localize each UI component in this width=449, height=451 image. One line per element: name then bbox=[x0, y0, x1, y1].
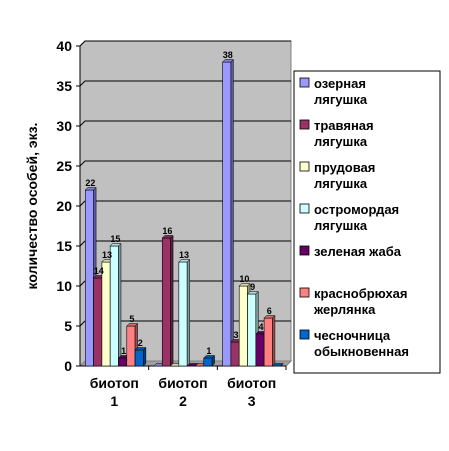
legend-label: чесночница обыкновенная bbox=[314, 328, 409, 359]
y-tick-label: 15 bbox=[56, 238, 72, 254]
legend-swatch bbox=[299, 161, 310, 172]
legend-label: озерная лягушка bbox=[314, 76, 368, 107]
y-axis-label: количество особей, экз. bbox=[24, 123, 40, 290]
data-label: 13 bbox=[102, 250, 112, 260]
legend-item: чесночница обыкновенная bbox=[299, 328, 409, 359]
data-label: 1 bbox=[206, 346, 211, 356]
legend-item: зеленая жаба bbox=[299, 244, 402, 259]
legend-label: краснобрюхая жерлянка bbox=[313, 286, 408, 317]
bars bbox=[84, 58, 284, 367]
legend-swatch bbox=[299, 287, 310, 298]
data-label: 13 bbox=[179, 250, 189, 260]
bar bbox=[263, 314, 276, 367]
legend-item: озерная лягушка bbox=[299, 76, 368, 107]
y-tick-label: 10 bbox=[56, 278, 72, 294]
legend-item: прудовая лягушка bbox=[299, 160, 375, 191]
x-category-label: биотоп 2 bbox=[158, 375, 207, 409]
bar bbox=[109, 242, 122, 367]
legend-swatch bbox=[299, 119, 310, 130]
bar bbox=[203, 354, 216, 367]
legend-item: травяная лягушка bbox=[299, 118, 374, 149]
bar bbox=[134, 346, 147, 367]
y-tick-label: 30 bbox=[56, 118, 72, 134]
data-label: 9 bbox=[250, 282, 255, 292]
legend-label: прудовая лягушка bbox=[314, 160, 375, 191]
data-label: 4 bbox=[258, 322, 263, 332]
legend-swatch bbox=[299, 77, 310, 88]
data-label: 15 bbox=[110, 234, 120, 244]
y-tick-label: 25 bbox=[56, 158, 72, 174]
y-tick-label: 40 bbox=[56, 38, 72, 54]
data-label: 38 bbox=[223, 50, 233, 60]
legend-swatch bbox=[299, 245, 310, 256]
y-tick-label: 0 bbox=[64, 358, 72, 374]
y-tick-label: 20 bbox=[56, 198, 72, 214]
data-label: 3 bbox=[234, 330, 239, 340]
gridline bbox=[79, 40, 291, 47]
bar bbox=[161, 234, 174, 367]
legend: озерная лягушка травяная лягушка прудовая ляг… bbox=[293, 70, 441, 374]
legend-label: зеленая жаба bbox=[314, 244, 402, 259]
legend-item: остромордая лягушка bbox=[299, 202, 399, 233]
data-label: 6 bbox=[267, 306, 272, 316]
x-category-label: биотоп 3 bbox=[227, 375, 276, 409]
data-label: 22 bbox=[85, 178, 95, 188]
bar bbox=[271, 363, 284, 367]
legend-label: травяная лягушка bbox=[314, 118, 374, 149]
legend-swatch bbox=[299, 203, 310, 214]
data-label: 5 bbox=[129, 314, 134, 324]
data-label: 16 bbox=[162, 226, 172, 236]
data-label: 14 bbox=[94, 266, 104, 276]
bar bbox=[178, 258, 191, 367]
y-tick-label: 35 bbox=[56, 78, 72, 94]
data-label: 1 bbox=[121, 346, 126, 356]
legend-box bbox=[293, 70, 441, 374]
data-label: 2 bbox=[138, 338, 143, 348]
legend-swatch bbox=[299, 329, 310, 340]
x-category-label: биотоп 1 bbox=[90, 375, 139, 409]
legend-item: краснобрюхая жерлянка bbox=[299, 286, 408, 317]
legend-label: остромордая лягушка bbox=[314, 202, 399, 233]
y-tick-label: 5 bbox=[64, 318, 72, 334]
bar bbox=[222, 58, 235, 367]
data-label: 10 bbox=[239, 274, 249, 284]
